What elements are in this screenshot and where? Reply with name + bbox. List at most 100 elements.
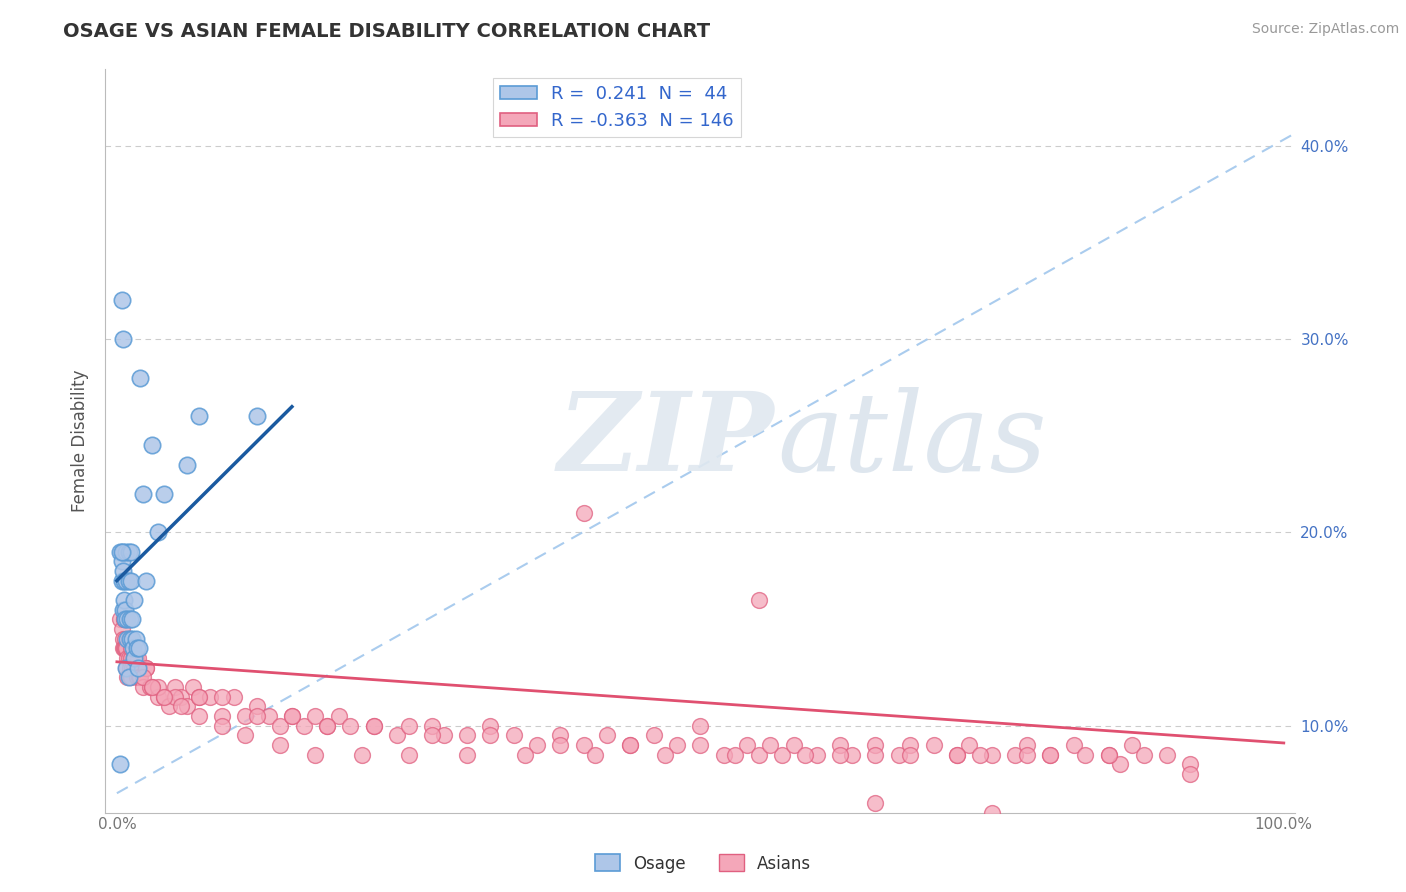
Point [141,680,163,694]
Point [246,409,269,424]
Point [112,574,135,588]
Point [1109,757,1132,772]
Point [981,747,1004,762]
Point [115,641,138,656]
Point [135,660,157,674]
Point [187,409,209,424]
Point [806,747,828,762]
Point [502,728,524,742]
Text: Source: ZipAtlas.com: Source: ZipAtlas.com [1251,22,1399,37]
Point [233,709,256,723]
Point [124,651,146,665]
Point [316,718,339,732]
Point [689,718,711,732]
Point [981,805,1004,820]
Point [898,747,921,762]
Point [1121,738,1143,752]
Point [117,612,139,626]
Point [115,660,138,674]
Point [1156,747,1178,762]
Point [117,574,139,588]
Point [129,670,152,684]
Point [211,690,233,704]
Point [121,660,143,674]
Point [124,593,146,607]
Point [110,622,132,636]
Point [398,718,420,732]
Point [115,660,138,674]
Point [328,709,350,723]
Point [1098,747,1121,762]
Point [120,544,142,558]
Point [748,747,770,762]
Point [152,486,174,500]
Point [114,612,136,626]
Point [515,747,537,762]
Point [125,641,148,656]
Point [385,728,408,742]
Point [281,709,304,723]
Point [526,738,548,752]
Point [121,612,143,626]
Point [1180,757,1202,772]
Point [112,641,135,656]
Point [157,699,180,714]
Point [339,718,361,732]
Point [110,293,132,308]
Point [830,738,852,752]
Point [120,670,142,684]
Point [112,593,135,607]
Point [735,738,758,752]
Point [122,641,145,656]
Point [127,660,149,674]
Point [114,641,136,656]
Point [124,651,146,665]
Point [946,747,969,762]
Point [456,747,478,762]
Point [479,718,502,732]
Point [118,632,141,646]
Point [187,709,209,723]
Point [572,506,595,520]
Point [110,554,132,568]
Point [117,670,139,684]
Point [181,680,204,694]
Point [111,632,134,646]
Point [865,796,887,810]
Point [1039,747,1062,762]
Point [969,747,991,762]
Point [146,525,169,540]
Point [1015,738,1038,752]
Point [654,747,676,762]
Point [122,641,145,656]
Point [269,718,291,732]
Point [131,680,153,694]
Point [146,680,169,694]
Point [120,651,142,665]
Point [456,728,478,742]
Point [117,651,139,665]
Point [211,718,233,732]
Point [110,612,132,626]
Point [643,728,665,742]
Point [128,641,150,656]
Point [114,632,136,646]
Point [363,718,385,732]
Point [922,738,945,752]
Point [114,612,136,626]
Point [117,651,139,665]
Point [1098,747,1121,762]
Point [1039,747,1062,762]
Point [946,747,969,762]
Point [165,680,187,694]
Point [583,747,606,762]
Point [115,544,138,558]
Point [114,602,136,616]
Point [957,738,980,752]
Point [110,544,132,558]
Point [748,593,770,607]
Point [117,632,139,646]
Point [794,747,817,762]
Point [233,728,256,742]
Point [887,747,910,762]
